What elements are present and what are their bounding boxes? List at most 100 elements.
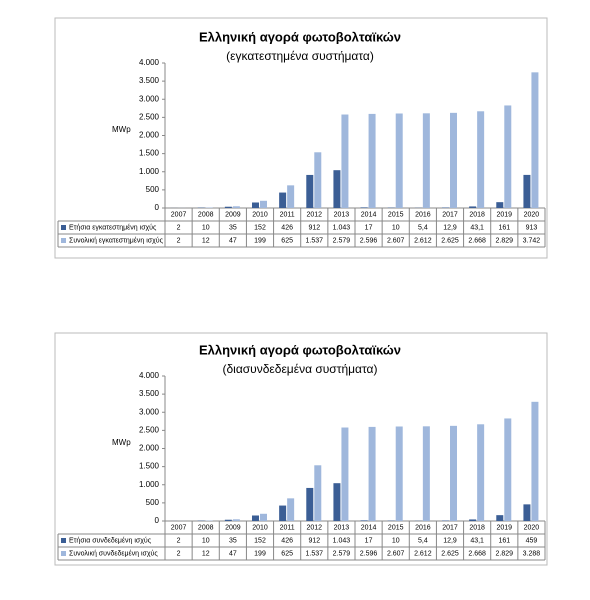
x-tick-label: 2014: [361, 211, 377, 218]
x-tick-label: 2013: [334, 211, 350, 218]
bar: [260, 513, 267, 521]
bar: [287, 185, 295, 208]
y-tick-label: 3.500: [139, 389, 160, 398]
y-tick-label: 4.000: [139, 58, 160, 67]
table-value: 17: [365, 224, 373, 231]
table-value: 161: [498, 224, 510, 231]
bar: [306, 174, 314, 208]
table-value: 47: [229, 550, 237, 557]
bar: [422, 113, 430, 208]
bar: [523, 504, 531, 521]
bar: [496, 515, 504, 521]
table-value: 912: [308, 537, 320, 544]
bar: [232, 206, 240, 208]
table-value: 12,9: [443, 537, 457, 544]
table-value: 2.579: [333, 237, 351, 244]
x-tick-label: 2008: [198, 211, 214, 218]
bar: [477, 111, 485, 208]
table-value: 2.596: [360, 550, 378, 557]
y-tick-label: 3.000: [139, 94, 160, 103]
table-value: 43,1: [470, 537, 484, 544]
bar: [252, 515, 259, 521]
table-value: 10: [392, 537, 400, 544]
table-value: 426: [281, 537, 293, 544]
y-tick-label: 0: [155, 203, 160, 212]
table-value: 2.612: [414, 550, 432, 557]
bar: [504, 418, 512, 521]
legend-label: Ετήσια εγκατεστημένη ισχύς: [69, 223, 157, 231]
table-value: 2.625: [441, 550, 459, 557]
bar: [523, 174, 531, 208]
x-tick-label: 2019: [496, 211, 512, 218]
x-tick-label: 2016: [415, 211, 431, 218]
table-value: 12: [202, 237, 210, 244]
x-tick-label: 2010: [252, 524, 268, 531]
x-tick-label: 2012: [306, 524, 322, 531]
chart-subtitle: (εγκατεστημένα συστήματα): [226, 49, 374, 63]
table-value: 625: [281, 237, 293, 244]
bar: [395, 426, 403, 521]
table-value: 10: [202, 224, 210, 231]
x-tick-label: 2014: [361, 524, 377, 531]
y-tick-label: 1.500: [139, 462, 160, 471]
table-value: 10: [392, 224, 400, 231]
x-tick-label: 2020: [524, 524, 540, 531]
table-value: 2.625: [441, 237, 459, 244]
x-tick-label: 2009: [225, 211, 241, 218]
table-value: 2: [177, 237, 181, 244]
bar: [224, 206, 232, 208]
bar: [279, 505, 287, 521]
table-value: 459: [526, 537, 538, 544]
legend-swatch: [61, 551, 66, 556]
table-value: 1.043: [333, 537, 351, 544]
x-tick-label: 2015: [388, 211, 404, 218]
table-value: 2.612: [414, 237, 432, 244]
legend-swatch: [61, 225, 66, 230]
y-tick-label: 1.500: [139, 149, 160, 158]
bar: [232, 519, 240, 521]
table-value: 199: [254, 550, 266, 557]
bar: [224, 519, 232, 521]
x-tick-label: 2011: [280, 211, 295, 218]
bar: [496, 202, 504, 208]
legend-label: Συνολική εγκατεστημένη ισχύς: [69, 236, 164, 244]
y-tick-label: 0: [155, 516, 160, 525]
bar: [368, 113, 376, 208]
x-tick-label: 2010: [252, 211, 268, 218]
table-value: 2.579: [333, 550, 351, 557]
bar: [360, 520, 368, 521]
chart-frame: [54, 17, 548, 259]
table-value: 10: [202, 537, 210, 544]
chart-title: Ελληνική αγορά φωτοβολταϊκών: [199, 29, 401, 44]
legend-label: Ετήσια συνδεδεμένη ισχύς: [69, 536, 152, 544]
y-tick-label: 2.000: [139, 444, 160, 453]
table-value: 912: [308, 224, 320, 231]
x-tick-label: 2011: [280, 524, 295, 531]
bar: [368, 426, 376, 521]
x-tick-label: 2007: [171, 211, 187, 218]
y-axis-label: MWp: [112, 438, 131, 447]
x-tick-label: 2009: [225, 524, 241, 531]
table-value: 2.829: [496, 237, 514, 244]
y-tick-label: 500: [146, 498, 160, 507]
y-tick-label: 1.000: [139, 480, 160, 489]
table-value: 2.596: [360, 237, 378, 244]
y-tick-label: 500: [146, 185, 160, 194]
table-value: 1.537: [306, 550, 324, 557]
x-tick-label: 2020: [524, 211, 540, 218]
bar: [341, 427, 349, 521]
table-value: 17: [365, 537, 373, 544]
bar: [477, 424, 485, 521]
chart-title: Ελληνική αγορά φωτοβολταϊκών: [199, 342, 401, 357]
bar: [531, 401, 539, 521]
y-axis-label: MWp: [112, 125, 131, 134]
y-tick-label: 3.000: [139, 407, 160, 416]
bar: [333, 483, 341, 521]
legend-swatch: [61, 538, 66, 543]
bar: [252, 202, 259, 208]
bar: [360, 207, 368, 208]
table-value: 12: [202, 550, 210, 557]
table-value: 199: [254, 237, 266, 244]
